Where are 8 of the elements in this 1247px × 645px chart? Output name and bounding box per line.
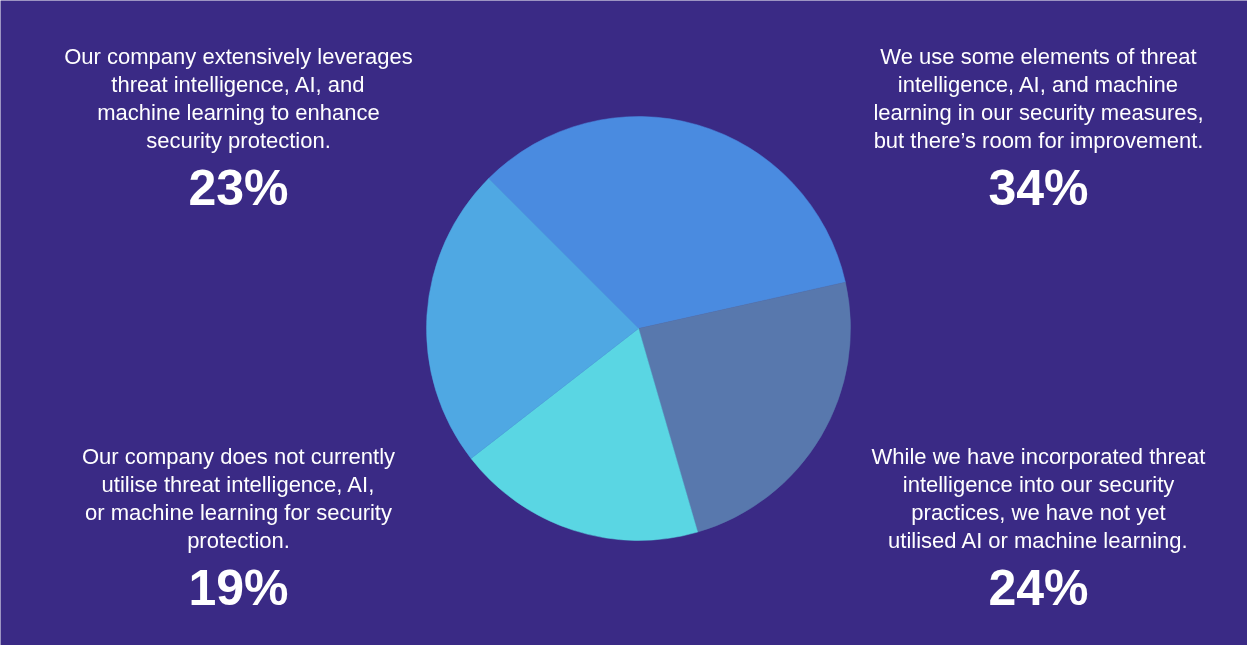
slice-label: We use some elements of threat intelligence, AI, and machine learning in our security measures, but there’s room for improvement.	[873, 43, 1204, 153]
slice-label: Our company does not currently utilise threat intelligence, AI, or machine learning for security protection.	[81, 443, 396, 553]
data-label: 19%	[188, 559, 289, 616]
data-label: 34%	[988, 159, 1089, 216]
data-label: 24%	[988, 559, 1089, 616]
data-label: 23%	[188, 159, 289, 216]
slice-label: Our company extensively leverages threat intelligence, AI, and machine learning to enhance security protection.	[64, 43, 413, 153]
slice-label: While we have incorporated threat intelligence into our security practices, we have not yet utilised AI or machine learning.	[871, 443, 1206, 553]
